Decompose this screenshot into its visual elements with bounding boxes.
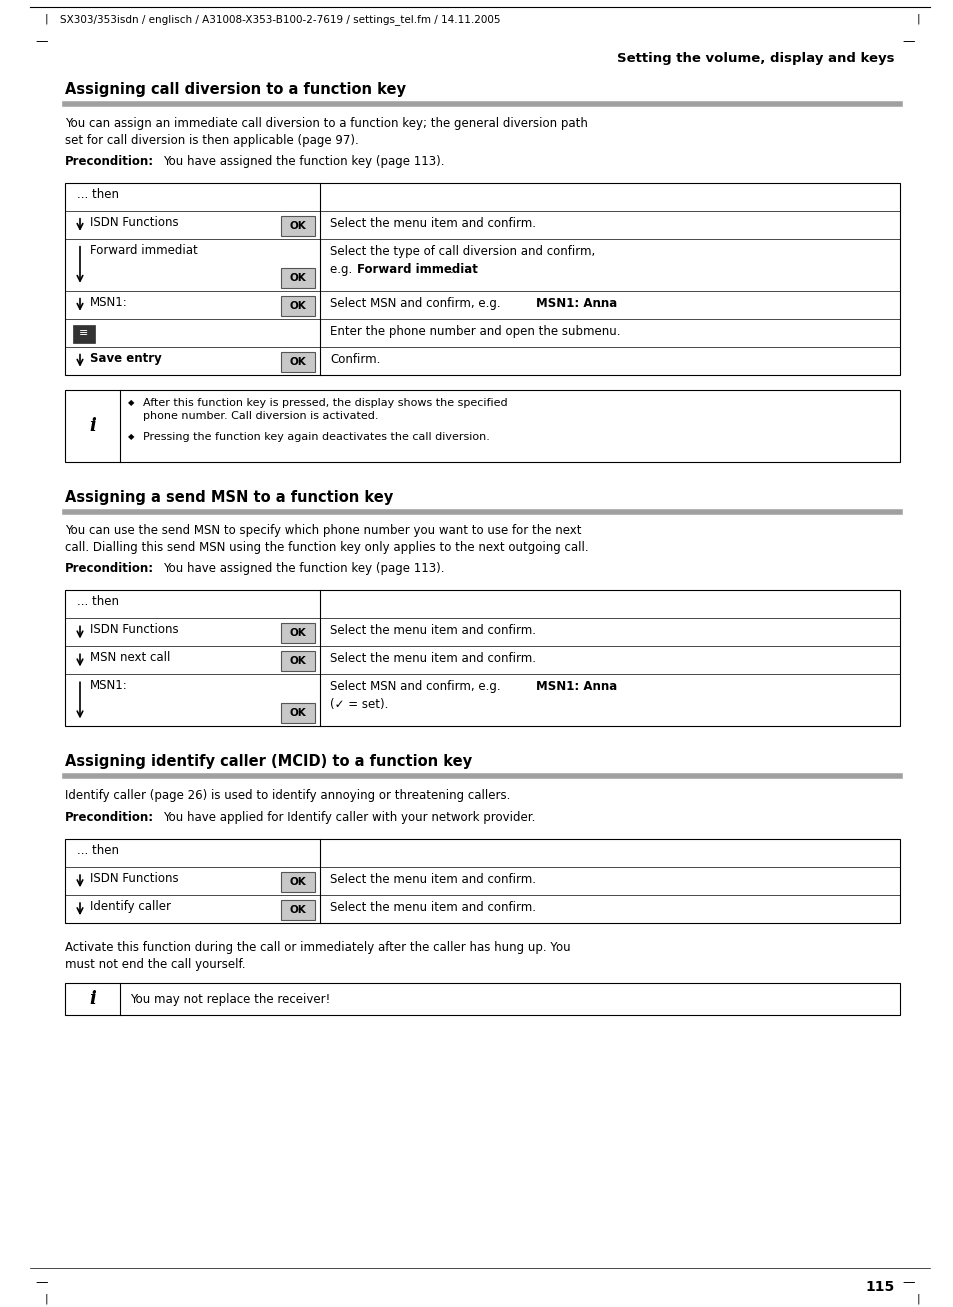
Text: OK: OK	[290, 656, 306, 667]
Text: Pressing the function key again deactivates the call diversion.: Pressing the function key again deactiva…	[143, 431, 489, 442]
FancyBboxPatch shape	[281, 651, 314, 672]
Text: 115: 115	[864, 1280, 894, 1294]
Text: You can assign an immediate call diversion to a function key; the general divers: You can assign an immediate call diversi…	[65, 116, 587, 146]
FancyBboxPatch shape	[281, 623, 314, 643]
Text: i: i	[90, 417, 96, 435]
Text: Save entry: Save entry	[90, 352, 162, 365]
Text: Select the menu item and confirm.: Select the menu item and confirm.	[330, 901, 536, 914]
Bar	[65, 591, 899, 727]
Text: Select MSN and confirm, e.g.: Select MSN and confirm, e.g.	[330, 297, 504, 310]
Text: MSN1: Anna: MSN1: Anna	[536, 297, 617, 310]
Text: ... then: ... then	[77, 188, 119, 201]
Text: Select the type of call diversion and confirm,: Select the type of call diversion and co…	[330, 244, 595, 257]
Text: You may not replace the receiver!: You may not replace the receiver!	[130, 992, 330, 1005]
Text: Select MSN and confirm, e.g.: Select MSN and confirm, e.g.	[330, 681, 504, 693]
Text: You have applied for Identify caller with your network provider.: You have applied for Identify caller wit…	[163, 812, 535, 825]
Text: ISDN Functions: ISDN Functions	[90, 623, 178, 637]
Text: Precondition:: Precondition:	[65, 562, 154, 575]
Text: .: .	[450, 263, 454, 276]
Text: Activate this function during the call or immediately after the caller has hung : Activate this function during the call o…	[65, 941, 570, 971]
Text: ◆: ◆	[128, 431, 134, 440]
Text: MSN1:: MSN1:	[90, 680, 128, 693]
Text: You can use the send MSN to specify which phone number you want to use for the n: You can use the send MSN to specify whic…	[65, 524, 588, 554]
Text: OK: OK	[290, 221, 306, 231]
Text: OK: OK	[290, 877, 306, 887]
Text: Select the menu item and confirm.: Select the menu item and confirm.	[330, 652, 536, 665]
Text: ... then: ... then	[77, 596, 119, 609]
FancyBboxPatch shape	[281, 295, 314, 316]
Text: .: .	[598, 297, 602, 310]
Text: ◆: ◆	[128, 397, 134, 406]
FancyBboxPatch shape	[281, 872, 314, 893]
Text: —: —	[902, 1276, 914, 1289]
Text: OK: OK	[290, 273, 306, 282]
Text: Assigning a send MSN to a function key: Assigning a send MSN to a function key	[65, 490, 393, 505]
Text: You have assigned the function key (page 113).: You have assigned the function key (page…	[163, 154, 444, 167]
Text: MSN next call: MSN next call	[90, 651, 171, 664]
Text: OK: OK	[290, 906, 306, 915]
Text: Assigning call diversion to a function key: Assigning call diversion to a function k…	[65, 82, 406, 97]
Text: OK: OK	[290, 708, 306, 719]
Text: Select the menu item and confirm.: Select the menu item and confirm.	[330, 873, 536, 886]
Text: MSN1:: MSN1:	[90, 295, 128, 308]
Text: After this function key is pressed, the display shows the specified
phone number: After this function key is pressed, the …	[143, 397, 507, 421]
Text: ≡: ≡	[79, 328, 89, 337]
FancyBboxPatch shape	[281, 703, 314, 723]
Text: Select the menu item and confirm.: Select the menu item and confirm.	[330, 217, 536, 230]
FancyBboxPatch shape	[281, 352, 314, 371]
Text: You have assigned the function key (page 113).: You have assigned the function key (page…	[163, 562, 444, 575]
Text: |: |	[916, 1294, 919, 1304]
Text: Forward immediat: Forward immediat	[356, 263, 477, 276]
Text: Forward immediat: Forward immediat	[90, 244, 197, 256]
Text: Confirm.: Confirm.	[330, 353, 380, 366]
Text: ISDN Functions: ISDN Functions	[90, 872, 178, 885]
Text: |: |	[916, 14, 919, 25]
Text: e.g.: e.g.	[330, 263, 355, 276]
FancyBboxPatch shape	[281, 901, 314, 920]
Text: Precondition:: Precondition:	[65, 154, 154, 167]
Text: —: —	[902, 35, 914, 48]
Text: Setting the volume, display and keys: Setting the volume, display and keys	[617, 52, 894, 65]
Text: OK: OK	[290, 301, 306, 311]
Bar	[73, 324, 95, 342]
Text: Assigning identify caller (MCID) to a function key: Assigning identify caller (MCID) to a fu…	[65, 754, 472, 770]
Text: ... then: ... then	[77, 844, 119, 857]
Text: (✓ = set).: (✓ = set).	[330, 698, 388, 711]
Text: |: |	[45, 1294, 49, 1304]
Bar	[65, 183, 899, 375]
FancyBboxPatch shape	[281, 268, 314, 288]
Bar	[65, 389, 899, 461]
Text: Select the menu item and confirm.: Select the menu item and confirm.	[330, 625, 536, 638]
Text: —: —	[35, 1276, 48, 1289]
Bar	[65, 983, 899, 1016]
Text: Precondition:: Precondition:	[65, 812, 154, 825]
Bar	[65, 839, 899, 923]
Text: —: —	[35, 35, 48, 48]
Text: Identify caller (page 26) is used to identify annoying or threatening callers.: Identify caller (page 26) is used to ide…	[65, 789, 510, 802]
Text: OK: OK	[290, 357, 306, 367]
Text: Identify caller: Identify caller	[90, 901, 171, 914]
FancyBboxPatch shape	[281, 216, 314, 235]
Text: i: i	[90, 989, 96, 1008]
Text: Enter the phone number and open the submenu.: Enter the phone number and open the subm…	[330, 324, 619, 337]
Text: ISDN Functions: ISDN Functions	[90, 216, 178, 229]
Text: MSN1: Anna: MSN1: Anna	[536, 681, 617, 693]
Text: |: |	[45, 14, 49, 25]
Text: SX303/353isdn / englisch / A31008-X353-B100-2-7619 / settings_tel.fm / 14.11.200: SX303/353isdn / englisch / A31008-X353-B…	[60, 14, 500, 25]
Text: OK: OK	[290, 629, 306, 638]
